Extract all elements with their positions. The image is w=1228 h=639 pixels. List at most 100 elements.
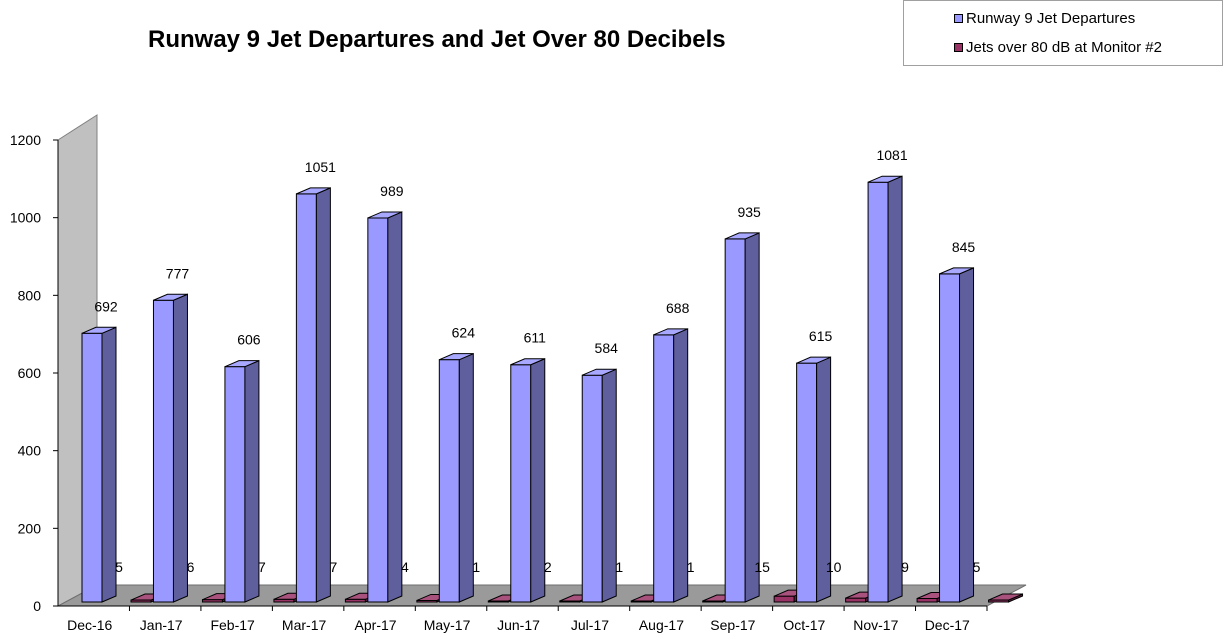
bar-front <box>438 359 460 603</box>
bar-departures <box>581 368 617 603</box>
bar-departures <box>653 328 689 603</box>
bar-departures <box>510 357 546 603</box>
bar-front <box>773 595 795 603</box>
y-tick-label: 200 <box>18 520 42 536</box>
x-tick-label: Jun-17 <box>497 617 540 633</box>
data-label-departures: 688 <box>666 300 690 316</box>
bar-departures <box>224 359 260 603</box>
data-label-departures: 989 <box>380 183 404 199</box>
data-label-departures: 1051 <box>305 159 336 175</box>
y-tick-label: 800 <box>18 287 42 303</box>
chart-legend: Runway 9 Jet Departures Jets over 80 dB … <box>903 0 1223 66</box>
data-label-over80: 4 <box>401 559 409 575</box>
data-label-departures: 611 <box>524 330 547 346</box>
y-tick-label: 600 <box>18 365 42 381</box>
bar-side <box>101 326 117 603</box>
data-label-over80: 1 <box>472 559 480 575</box>
x-tick-label: Oct-17 <box>783 617 825 633</box>
bar-side <box>673 328 689 603</box>
legend-item-over80: Jets over 80 dB at Monitor #2 <box>954 39 1162 56</box>
bars <box>81 175 1024 603</box>
data-label-departures: 692 <box>94 298 118 314</box>
y-tick-label: 400 <box>18 443 42 459</box>
bar-top <box>939 267 974 275</box>
bar-front <box>724 238 746 603</box>
data-label-departures: 845 <box>952 239 976 255</box>
data-label-over80: 15 <box>754 559 770 575</box>
bar-top <box>153 293 188 301</box>
legend-swatch-over80 <box>954 43 963 52</box>
legend-swatch-departures <box>954 14 963 23</box>
data-label-over80: 9 <box>901 559 909 575</box>
bar-side <box>315 187 331 603</box>
legend-label-over80: Jets over 80 dB at Monitor #2 <box>966 39 1162 56</box>
bar-side <box>172 293 188 603</box>
bar-departures <box>367 211 403 603</box>
data-label-over80: 5 <box>973 559 981 575</box>
bar-front <box>224 366 246 603</box>
data-label-over80: 7 <box>329 559 337 575</box>
bar-top <box>224 360 260 368</box>
bar-side <box>887 175 903 603</box>
bar-front <box>152 299 174 603</box>
data-label-departures: 615 <box>809 328 833 344</box>
bar-departures <box>796 356 832 603</box>
data-label-departures: 777 <box>166 265 190 281</box>
bar-side <box>744 232 760 603</box>
x-tick-label: Dec-17 <box>925 617 970 633</box>
y-tick-label: 1200 <box>10 132 41 148</box>
bar-top <box>796 356 831 364</box>
bar-over80 <box>988 593 1024 603</box>
data-label-departures: 935 <box>737 204 761 220</box>
legend-label-departures: Runway 9 Jet Departures <box>966 10 1136 27</box>
bar-top <box>867 175 903 183</box>
y-tick-label: 0 <box>33 598 41 614</box>
bar-front <box>653 334 675 603</box>
bar-front <box>295 193 317 603</box>
x-tick-label: Jan-17 <box>140 617 183 633</box>
x-tick-label: May-17 <box>424 617 471 633</box>
bar-top <box>439 353 474 361</box>
bar-top <box>724 232 760 240</box>
data-label-over80: 5 <box>115 559 123 575</box>
x-tick-label: Mar-17 <box>282 617 327 633</box>
bar-side <box>959 267 975 603</box>
bar-departures <box>724 232 760 603</box>
data-label-over80: 1 <box>687 559 695 575</box>
bar-top <box>296 187 331 195</box>
data-label-over80: 6 <box>187 559 195 575</box>
data-label-departures: 606 <box>237 332 261 348</box>
data-label-departures: 624 <box>452 325 476 341</box>
bar-top <box>988 593 1023 601</box>
bar-departures <box>939 267 975 603</box>
x-tick-label: Feb-17 <box>210 617 255 633</box>
x-tick-label: Dec-16 <box>67 617 112 633</box>
bar-front <box>939 273 961 603</box>
bar-side <box>601 368 617 603</box>
legend-item-departures: Runway 9 Jet Departures <box>954 10 1135 27</box>
bar-departures <box>867 175 903 603</box>
y-axis: 0 200 400 600 800 1000 1200 <box>10 132 59 614</box>
data-label-over80: 7 <box>258 559 266 575</box>
x-axis: Dec-16 Jan-17 Feb-17 Mar-17 Apr-17 May-17 Jun-… <box>67 606 988 633</box>
bar-front <box>367 217 389 603</box>
x-tick-label: Aug-17 <box>639 617 684 633</box>
bar-front <box>845 597 867 603</box>
bar-departures <box>438 352 474 603</box>
bar-departures <box>295 187 331 603</box>
bar-top <box>653 328 688 336</box>
bar-side <box>244 359 260 603</box>
data-label-over80: 2 <box>544 559 552 575</box>
bar-top <box>367 211 403 219</box>
bar-front <box>510 364 532 603</box>
data-label-departures: 1081 <box>876 147 907 163</box>
data-label-over80: 10 <box>826 559 842 575</box>
x-tick-label: Sep-17 <box>710 617 755 633</box>
chart-title: Runway 9 Jet Departures and Jet Over 80 … <box>148 26 726 53</box>
data-label-departures: 584 <box>595 340 619 356</box>
bar-front <box>81 332 103 603</box>
data-labels: 692 5 777 6 606 7 1051 7 989 4 624 1 611 2 584 1 688 1 935… <box>94 147 980 575</box>
bar-front <box>916 598 938 603</box>
bar-side <box>530 357 546 603</box>
